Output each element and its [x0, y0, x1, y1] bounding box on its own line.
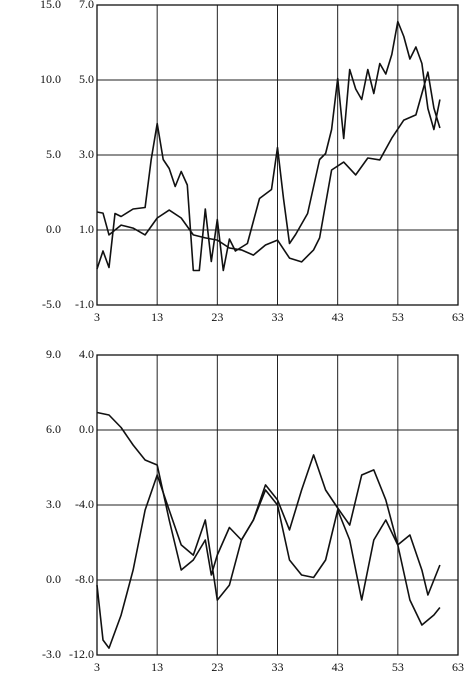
x-tick-label: 13 [151, 310, 163, 324]
y-tick-label: 0.0 [46, 222, 61, 236]
data-line [96, 454, 441, 649]
x-tick-label: 3 [94, 310, 100, 324]
y2-tick-label: 1.0 [79, 222, 94, 236]
data-line [96, 71, 441, 263]
x-tick-label: 43 [332, 660, 344, 674]
x-tick-label: 23 [211, 310, 223, 324]
x-tick-label: 23 [211, 660, 223, 674]
y-tick-label: -3.0 [42, 647, 61, 661]
y-tick-label: 6.0 [46, 422, 61, 436]
y-tick-label: 15.0 [40, 0, 61, 11]
y2-tick-label: 4.0 [79, 347, 94, 361]
x-tick-label: 3 [94, 660, 100, 674]
x-tick-label: 33 [272, 310, 284, 324]
x-tick-label: 33 [272, 660, 284, 674]
plot-frame [96, 4, 459, 306]
x-tick-label: 13 [151, 660, 163, 674]
x-tick-label: 63 [452, 660, 464, 674]
y-tick-label: 9.0 [46, 347, 61, 361]
x-tick-label: 53 [392, 310, 404, 324]
plot-frame [96, 354, 459, 656]
y2-tick-label: 3.0 [79, 147, 94, 161]
data-line [96, 20, 441, 272]
x-tick-label: 53 [392, 660, 404, 674]
y2-tick-label: 7.0 [79, 0, 94, 11]
x-tick-label: 43 [332, 310, 344, 324]
y2-tick-label: -4.0 [75, 497, 94, 511]
y-tick-label: 5.0 [46, 147, 61, 161]
y2-tick-label: -12.0 [69, 647, 94, 661]
y-tick-label: -5.0 [42, 297, 61, 311]
y2-tick-label: -1.0 [75, 297, 94, 311]
y2-tick-label: 0.0 [79, 422, 94, 436]
y-tick-label: 0.0 [46, 572, 61, 586]
x-tick-label: 63 [452, 310, 464, 324]
data-line [96, 411, 441, 626]
y-tick-label: 3.0 [46, 497, 61, 511]
y2-tick-label: 5.0 [79, 72, 94, 86]
y2-tick-label: -8.0 [75, 572, 94, 586]
y-tick-label: 10.0 [40, 72, 61, 86]
